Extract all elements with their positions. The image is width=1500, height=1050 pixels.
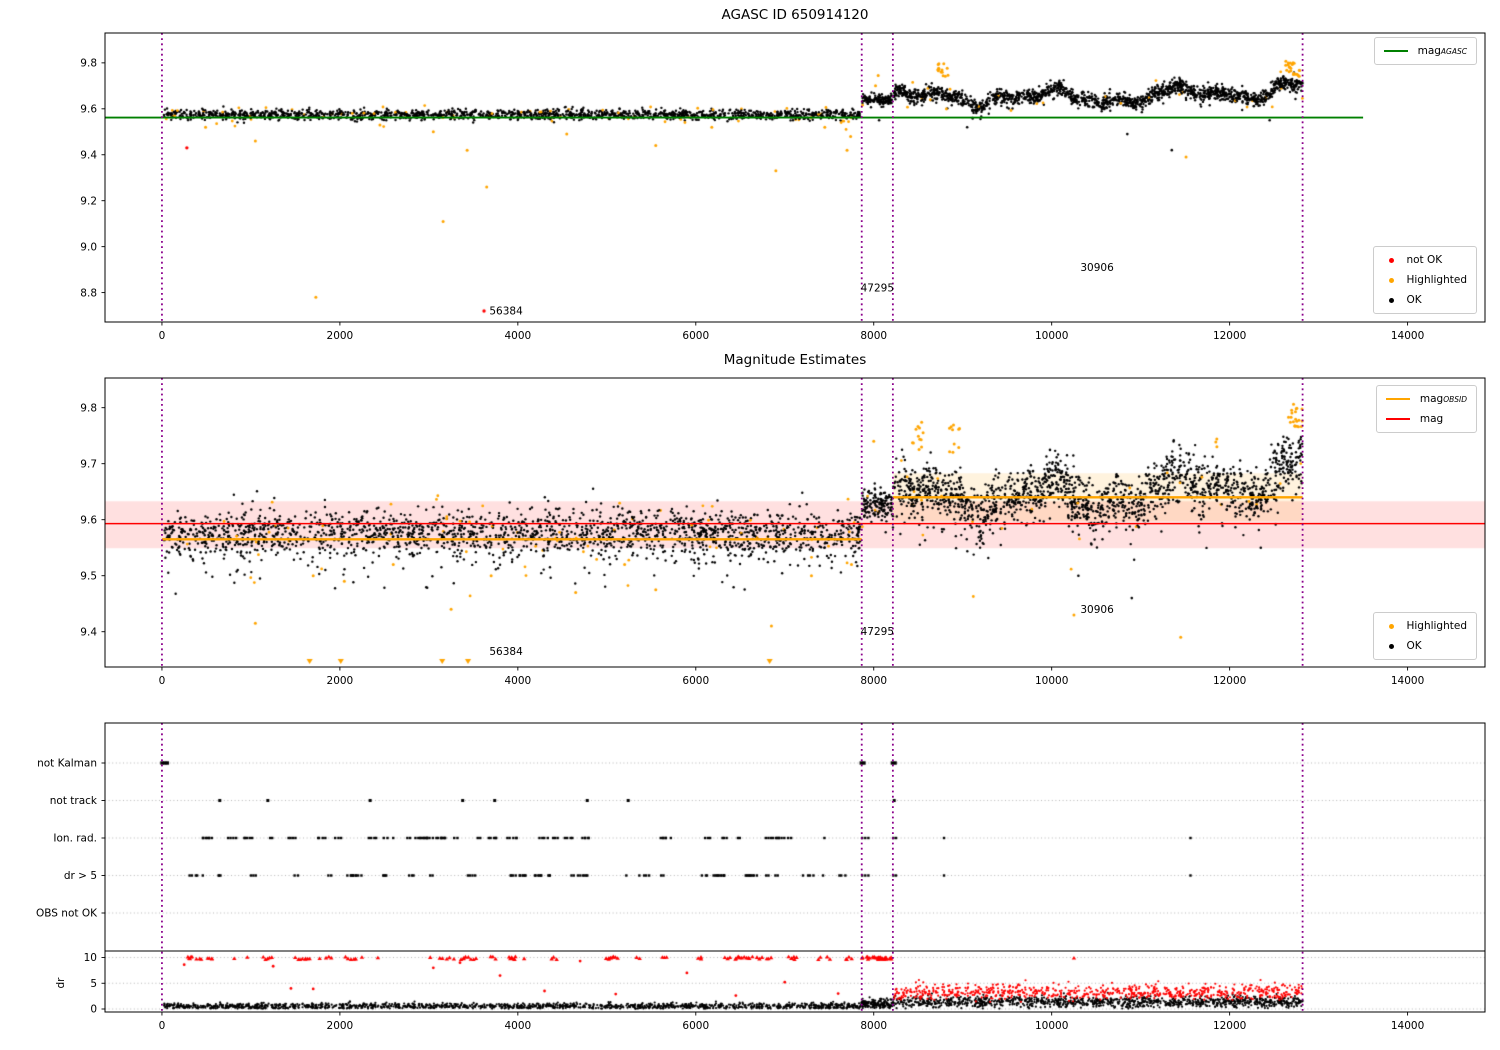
y-tick-label: 9.4	[80, 149, 97, 161]
plot1-frame	[104, 32, 1486, 323]
plot2-frame	[104, 377, 1486, 668]
x-tick-label: 0	[159, 330, 166, 342]
x-tick-label: 2000	[327, 330, 354, 342]
legend-item-ok: OK	[1383, 294, 1467, 306]
legend-item-not-ok: not OK	[1383, 254, 1467, 266]
dr-axis-label: dr	[55, 977, 67, 989]
mag-obsid-line-swatch	[1385, 398, 1410, 400]
plot1-title: AGASC ID 650914120	[721, 7, 869, 23]
dr-tick-label: 10	[84, 952, 97, 964]
mag-obsid-label: magOBSID	[1420, 393, 1467, 405]
annotation-56384: 56384	[489, 305, 523, 317]
legend-item-ok-2: OK	[1383, 640, 1467, 652]
ok-label: OK	[1406, 294, 1422, 306]
not-ok-label: not OK	[1406, 254, 1443, 266]
mag-agasc-line-swatch	[1383, 50, 1408, 52]
flag-row-label: not track	[50, 795, 98, 807]
annotation-56384: 56384	[489, 646, 523, 658]
y-tick-label: 9.0	[80, 241, 97, 253]
y-tick-label: 9.8	[80, 402, 97, 414]
x-tick-label: 4000	[504, 1020, 531, 1032]
x-tick-label: 14000	[1391, 675, 1424, 687]
x-tick-label: 12000	[1213, 675, 1246, 687]
x-tick-label: 4000	[504, 330, 531, 342]
x-tick-label: 10000	[1035, 675, 1068, 687]
x-tick-label: 8000	[860, 330, 887, 342]
highlighted-label-2: Highlighted	[1406, 620, 1467, 632]
plot2-title: Magnitude Estimates	[723, 352, 867, 368]
x-tick-label: 6000	[682, 1020, 709, 1032]
y-tick-label: 9.5	[80, 570, 97, 582]
plot3-frame	[104, 722, 1486, 1013]
mag-obsid-label-sub: OBSID	[1443, 395, 1467, 404]
y-tick-label: 9.4	[80, 626, 97, 638]
x-tick-label: 14000	[1391, 1020, 1424, 1032]
y-tick-label: 9.6	[80, 104, 97, 116]
annotation-47295: 47295	[861, 283, 894, 295]
highlighted-marker-2	[1389, 623, 1395, 629]
legend-item-highlighted-2: Highlighted	[1383, 620, 1467, 632]
x-tick-label: 12000	[1213, 330, 1246, 342]
not-ok-marker	[1389, 257, 1395, 263]
legend-plot1-line: magAGASC	[1373, 37, 1477, 65]
x-tick-label: 8000	[860, 675, 887, 687]
flag-row-label: Ion. rad.	[53, 833, 97, 845]
y-tick-label: 9.7	[80, 458, 97, 470]
mag-obsid-label-prefix: mag	[1419, 393, 1444, 405]
x-tick-label: 2000	[327, 1020, 354, 1032]
dr-tick-label: 0	[90, 1004, 97, 1016]
annotation-47295: 47295	[861, 626, 894, 638]
legend-plot1-markers: not OK Highlighted OK	[1373, 246, 1477, 314]
x-tick-label: 4000	[504, 675, 531, 687]
ok-marker-2	[1389, 643, 1395, 649]
legend-item-mag-obsid: magOBSID	[1385, 393, 1467, 405]
ok-label-2: OK	[1406, 640, 1422, 652]
y-tick-label: 8.8	[80, 287, 97, 299]
mag-line-swatch	[1385, 418, 1410, 420]
highlighted-marker	[1389, 277, 1395, 283]
x-tick-label: 6000	[682, 330, 709, 342]
x-tick-label: 10000	[1035, 1020, 1068, 1032]
legend-item-mag: mag	[1385, 413, 1467, 425]
mag-label: mag	[1419, 413, 1444, 425]
ok-marker	[1389, 297, 1395, 303]
x-tick-label: 2000	[327, 675, 354, 687]
mag-agasc-label: magAGASC	[1418, 45, 1467, 57]
x-tick-label: 0	[159, 675, 166, 687]
highlighted-label: Highlighted	[1406, 274, 1467, 286]
y-tick-label: 9.2	[80, 195, 97, 207]
x-tick-label: 10000	[1035, 330, 1068, 342]
x-tick-label: 14000	[1391, 330, 1424, 342]
x-tick-label: 0	[159, 1020, 166, 1032]
legend-item-highlighted: Highlighted	[1383, 274, 1467, 286]
flag-row-label: dr > 5	[64, 870, 97, 882]
y-tick-label: 9.6	[80, 514, 97, 526]
mag-agasc-label-prefix: mag	[1417, 45, 1441, 57]
x-tick-label: 8000	[860, 1020, 887, 1032]
x-tick-label: 12000	[1213, 1020, 1246, 1032]
flag-row-label: not Kalman	[37, 758, 97, 770]
annotation-30906: 30906	[1080, 262, 1114, 274]
dr-tick-label: 5	[90, 978, 97, 990]
mag-agasc-label-sub: AGASC	[1440, 47, 1467, 56]
y-tick-label: 9.8	[80, 58, 97, 70]
legend-plot2-line: magOBSID mag	[1375, 385, 1477, 433]
annotation-30906: 30906	[1080, 604, 1114, 616]
flag-row-label: OBS not OK	[36, 908, 98, 920]
legend-plot2-markers: Highlighted OK	[1373, 612, 1477, 660]
x-tick-label: 6000	[682, 675, 709, 687]
legend-item-mag-agasc: magAGASC	[1383, 45, 1467, 57]
